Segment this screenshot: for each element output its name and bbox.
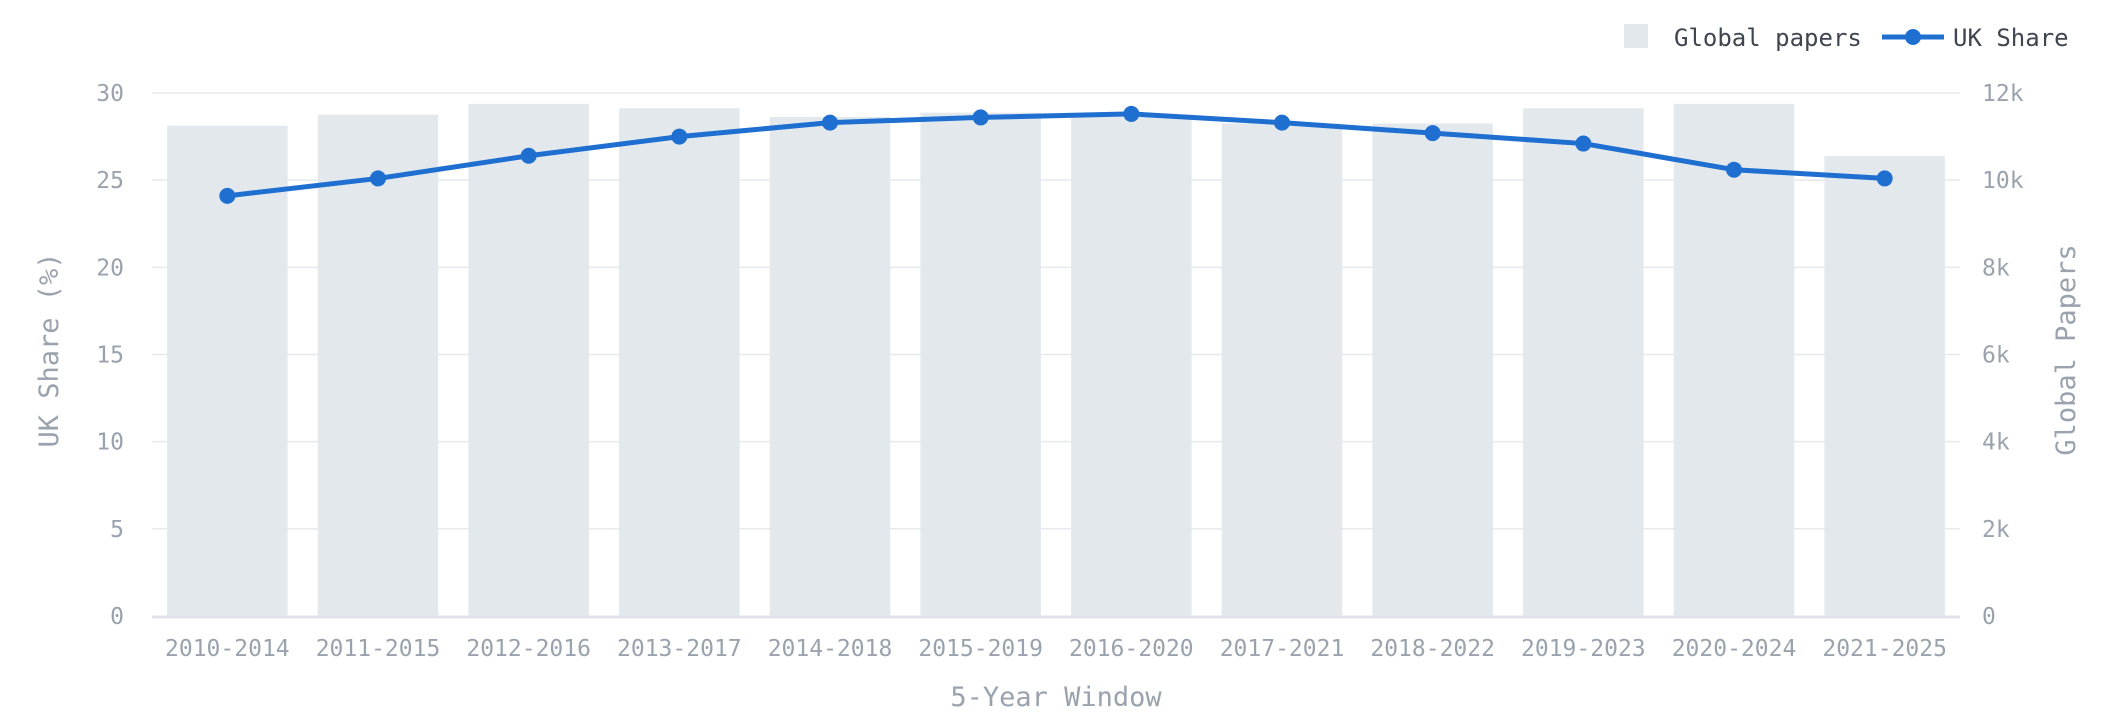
x-tick-label: 2014-2018 <box>768 636 893 662</box>
bar[interactable] <box>1673 103 1795 617</box>
y-tick-label: 0 <box>110 604 124 630</box>
x-axis: 2010-2014 2011-2015 2012-2016 2013-2017 2014… <box>165 636 1947 662</box>
uk-share-point[interactable] <box>822 114 838 131</box>
bar[interactable] <box>468 103 589 617</box>
x-tick-label: 2010-2014 <box>165 636 290 662</box>
bar[interactable] <box>1523 108 1644 617</box>
uk-share-point[interactable] <box>1726 161 1742 178</box>
legend-swatch-marker <box>1905 29 1921 45</box>
bar[interactable] <box>1071 114 1192 617</box>
uk-share-point[interactable] <box>1424 125 1441 142</box>
uk-share-point[interactable] <box>1575 135 1592 152</box>
uk-share-point[interactable] <box>520 147 537 164</box>
y-tick-label: 10 <box>96 430 124 456</box>
x-tick-label: 2021-2025 <box>1822 636 1947 662</box>
uk-share-point[interactable] <box>671 128 688 145</box>
y2-tick-label: 12k <box>1982 81 2024 107</box>
y2-tick-label: 6k <box>1982 343 2010 369</box>
y2-tick-label: 8k <box>1982 255 2010 281</box>
bar[interactable] <box>769 116 891 617</box>
uk-share-point[interactable] <box>1274 114 1290 131</box>
y-tick-label: 30 <box>96 81 124 107</box>
bar[interactable] <box>619 108 740 617</box>
x-tick-label: 2016-2020 <box>1069 636 1194 662</box>
legend-item-uk-share[interactable]: UK Share <box>1882 24 2069 52</box>
uk-share-point[interactable] <box>972 109 989 126</box>
y2-tick-label: 4k <box>1982 430 2010 456</box>
legend-item-global-papers[interactable]: Global papers <box>1624 24 1862 52</box>
x-tick-label: 2015-2019 <box>918 636 1043 662</box>
uk-share-line <box>227 111 1885 199</box>
y-axis-title: UK Share (%) <box>34 252 65 447</box>
legend-swatch-bar <box>1624 24 1648 48</box>
bar[interactable] <box>1372 123 1493 616</box>
y2-axis-title: Global Papers <box>2051 244 2082 455</box>
line-series <box>219 105 1893 204</box>
legend: Global papers UK Share <box>1624 24 2069 52</box>
grid-lines <box>152 92 1960 619</box>
x-tick-label: 2017-2021 <box>1220 636 1345 662</box>
bar[interactable] <box>1824 156 1945 616</box>
bar[interactable] <box>1221 123 1343 616</box>
y-tick-label: 5 <box>110 517 124 543</box>
uk-share-point[interactable] <box>370 170 386 187</box>
bar[interactable] <box>167 125 288 616</box>
bar[interactable] <box>920 112 1041 617</box>
legend-label-uk-share: UK Share <box>1953 24 2069 52</box>
x-tick-label: 2018-2022 <box>1370 636 1495 662</box>
x-tick-label: 2012-2016 <box>466 636 591 662</box>
uk-share-point[interactable] <box>219 187 236 204</box>
y-tick-label: 15 <box>96 343 124 369</box>
x-tick-label: 2019-2023 <box>1521 636 1646 662</box>
y-tick-label: 25 <box>96 168 124 194</box>
legend-label-global-papers: Global papers <box>1674 24 1862 52</box>
y2-tick-label: 0 <box>1982 604 1996 630</box>
y-tick-label: 20 <box>96 255 124 281</box>
uk-share-point[interactable] <box>1876 170 1893 187</box>
y2-tick-label: 2k <box>1982 517 2010 543</box>
uk-share-point[interactable] <box>1123 105 1140 122</box>
bar[interactable] <box>317 114 439 617</box>
y-axis-right: 0 2k 4k 6k 8k 10k 12k <box>1982 81 2024 630</box>
y2-tick-label: 10k <box>1982 168 2024 194</box>
x-tick-label: 2011-2015 <box>316 636 441 662</box>
x-tick-label: 2020-2024 <box>1672 636 1797 662</box>
x-axis-title: 5-Year Window <box>950 682 1162 713</box>
x-tick-label: 2013-2017 <box>617 636 742 662</box>
bars <box>167 103 1945 617</box>
y-axis-left: 0 5 10 15 20 25 30 <box>96 81 124 630</box>
